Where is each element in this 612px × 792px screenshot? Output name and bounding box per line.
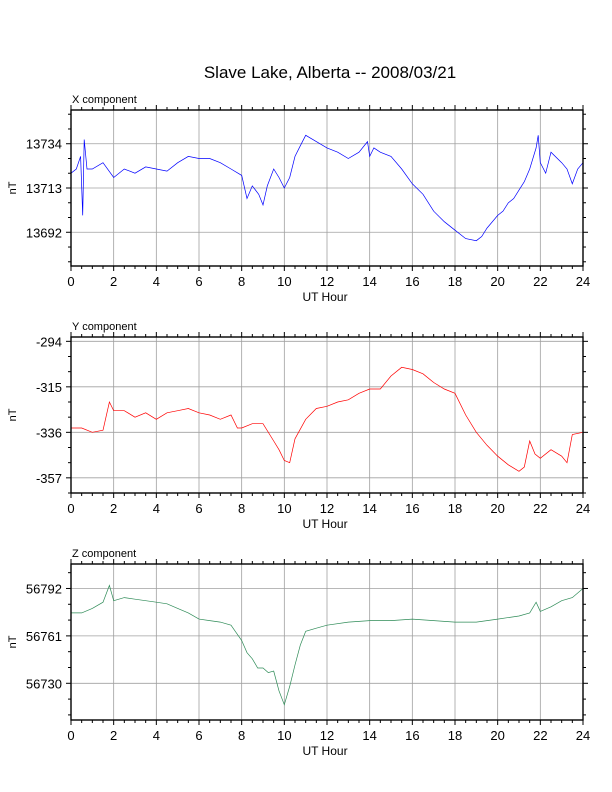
x-ytick-label: 13734 [26, 137, 62, 152]
x-xtick-label: 22 [533, 274, 547, 289]
z-xtick-label: 8 [238, 728, 245, 743]
x-xtick-label: 16 [405, 274, 419, 289]
x-xtick-label: 24 [576, 274, 590, 289]
z-xtick-label: 2 [110, 728, 117, 743]
y-xaxis-label: UT Hour [302, 517, 347, 531]
x-ytick-label: 13692 [26, 225, 62, 240]
y-xtick-label: 8 [238, 501, 245, 516]
z-ytick-label: 56761 [26, 629, 62, 644]
y-xtick-label: 22 [533, 501, 547, 516]
z-component-label: Z component [72, 548, 136, 560]
y-ytick-label: -336 [36, 425, 62, 440]
y-ytick-label: -315 [36, 380, 62, 395]
y-xtick-label: 4 [153, 501, 160, 516]
x-xtick-label: 6 [195, 274, 202, 289]
y-xtick-label: 14 [362, 501, 376, 516]
y-xtick-label: 2 [110, 501, 117, 516]
z-xtick-label: 14 [362, 728, 376, 743]
x-series-line [70, 134, 584, 242]
page-title: Slave Lake, Alberta -- 2008/03/21 [204, 63, 456, 82]
z-ytick-label: 56792 [26, 581, 62, 596]
x-component-label: X component [72, 94, 137, 106]
y-xtick-label: 12 [320, 501, 334, 516]
y-xtick-label: 24 [576, 501, 590, 516]
y-yaxis-label: nT [7, 408, 19, 421]
z-xtick-label: 20 [490, 728, 504, 743]
z-xtick-label: 4 [153, 728, 160, 743]
x-xtick-label: 0 [67, 274, 74, 289]
y-series-line [71, 366, 584, 472]
y-ytick-label: -357 [36, 471, 62, 486]
y-xtick-label: 20 [490, 501, 504, 516]
x-xtick-label: 20 [490, 274, 504, 289]
z-xtick-label: 18 [448, 728, 462, 743]
z-xtick-label: 24 [576, 728, 590, 743]
x-xaxis-label: UT Hour [302, 290, 347, 304]
y-xtick-label: 16 [405, 501, 419, 516]
x-yaxis-label: nT [7, 181, 19, 194]
z-xaxis-label: UT Hour [302, 744, 347, 758]
x-xtick-label: 2 [110, 274, 117, 289]
x-xtick-label: 10 [277, 274, 291, 289]
z-xtick-label: 12 [320, 728, 334, 743]
x-ytick-label: 13713 [26, 181, 62, 196]
z-xtick-label: 16 [405, 728, 419, 743]
y-component-label: Y component [72, 321, 137, 333]
z-series-line [71, 584, 584, 706]
y-xtick-label: 10 [277, 501, 291, 516]
z-xtick-label: 6 [195, 728, 202, 743]
y-xtick-label: 0 [67, 501, 74, 516]
x-xtick-label: 14 [362, 274, 376, 289]
z-xtick-label: 22 [533, 728, 547, 743]
x-xtick-label: 8 [238, 274, 245, 289]
y-xtick-label: 6 [195, 501, 202, 516]
x-xtick-label: 4 [153, 274, 160, 289]
z-yaxis-label: nT [7, 635, 19, 648]
x-xtick-label: 12 [320, 274, 334, 289]
y-ytick-label: -294 [36, 334, 62, 349]
z-xtick-label: 0 [67, 728, 74, 743]
x-xtick-label: 18 [448, 274, 462, 289]
y-xtick-label: 18 [448, 501, 462, 516]
z-xtick-label: 10 [277, 728, 291, 743]
z-ytick-label: 56730 [26, 676, 62, 691]
